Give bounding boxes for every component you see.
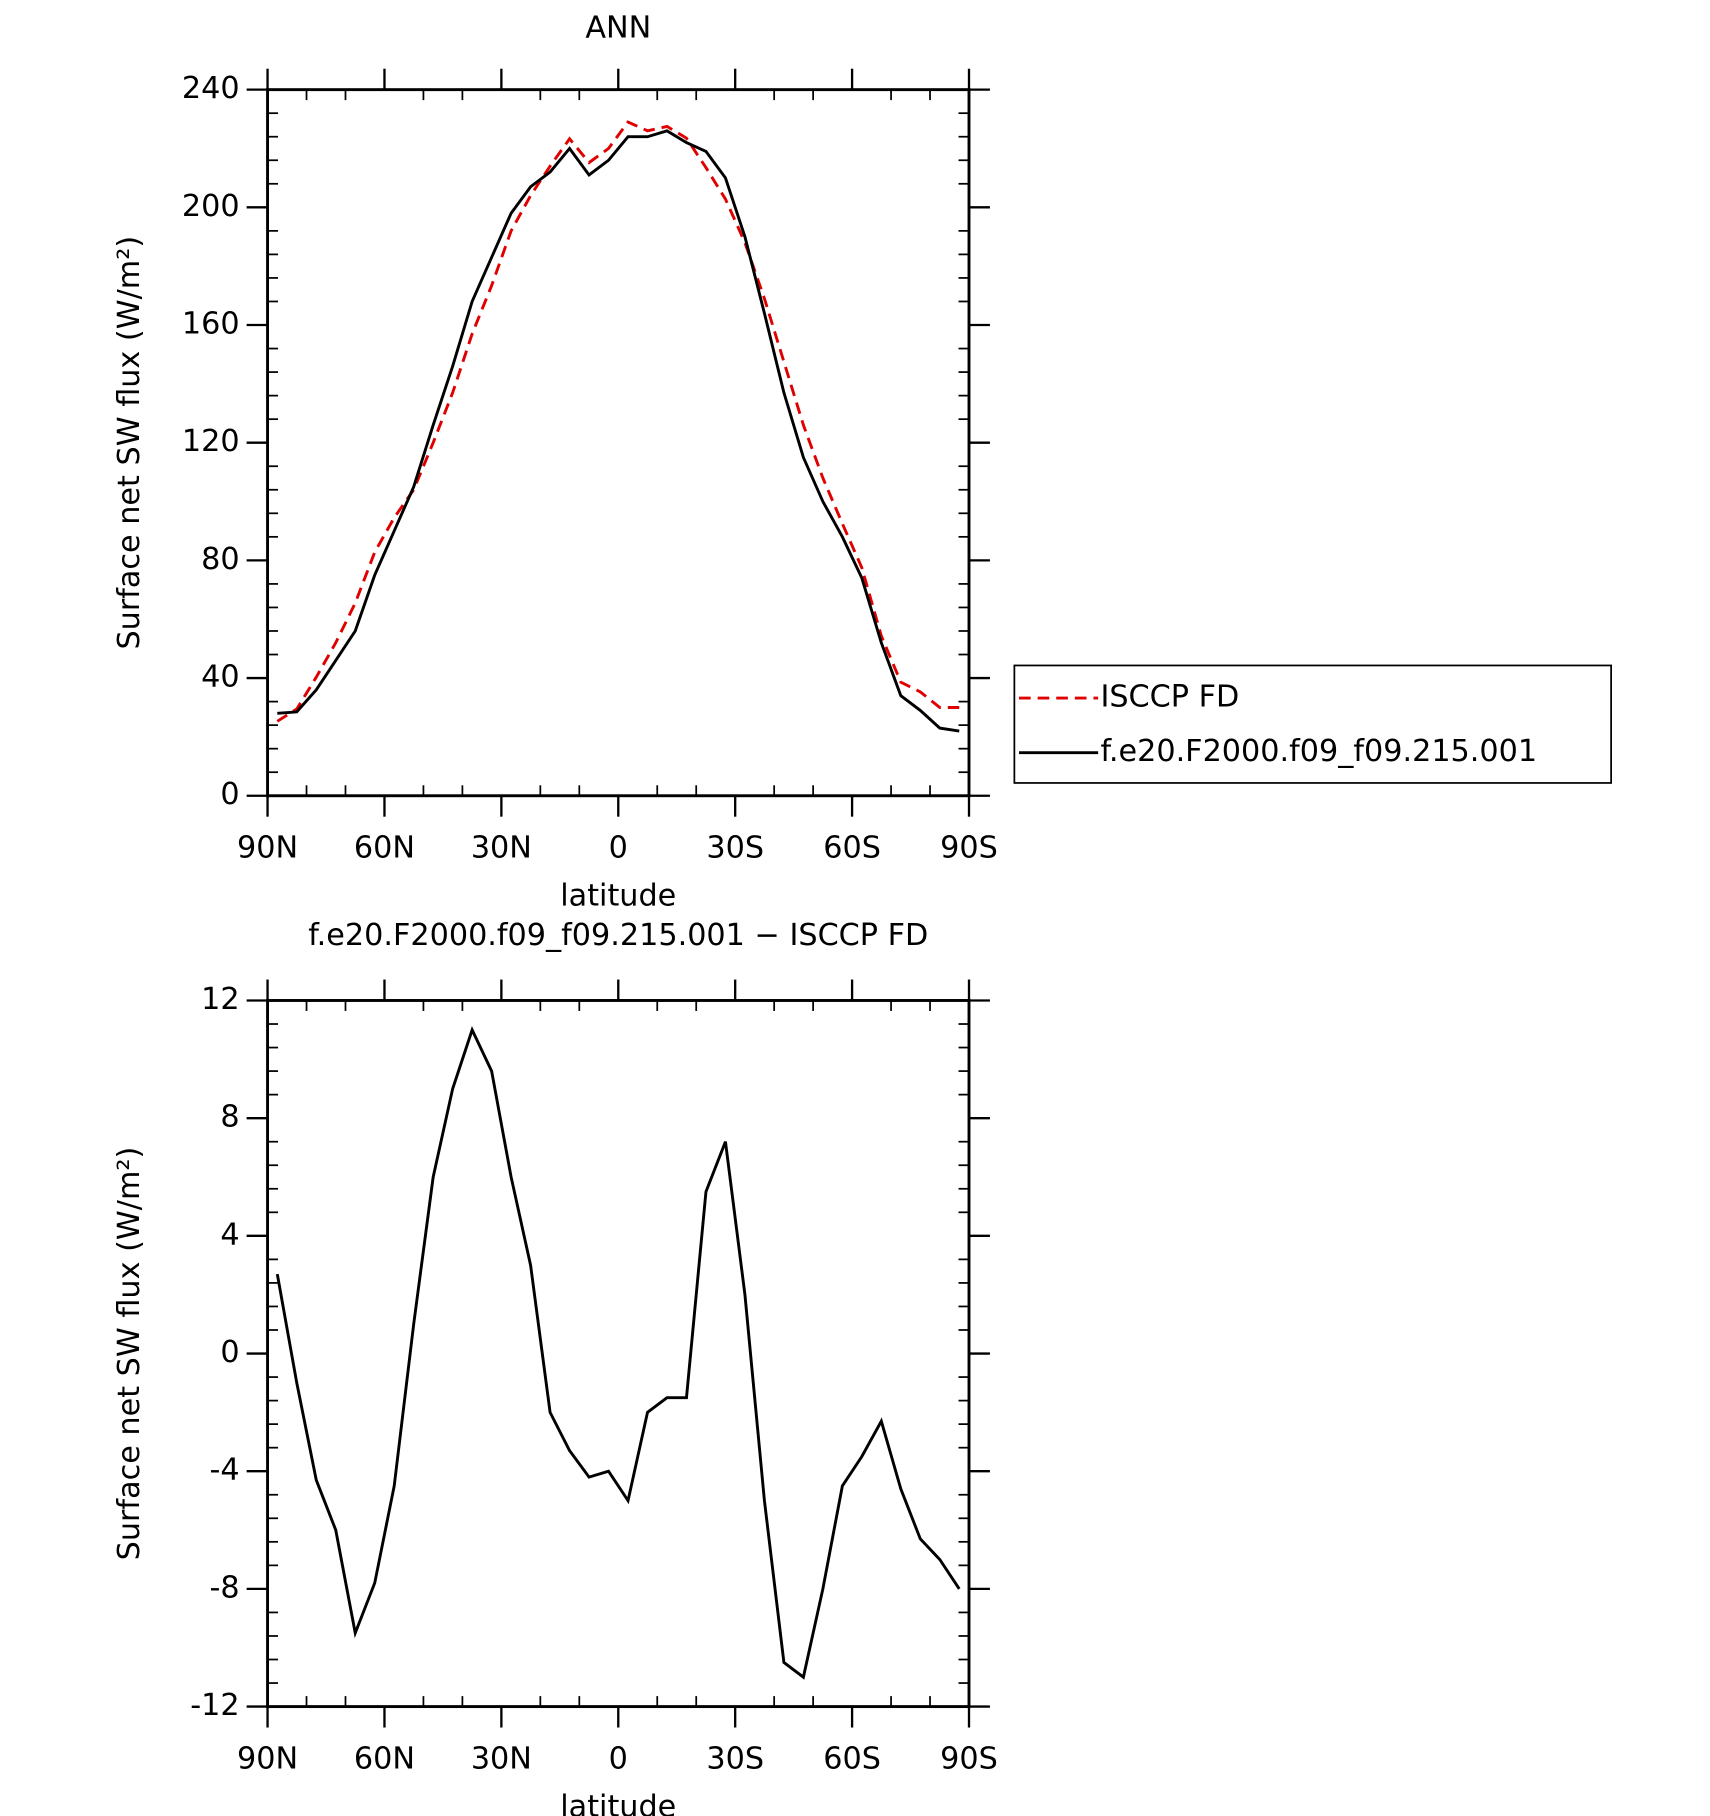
chart-title: f.e20.F2000.f09_f09.215.001 − ISCCP FD bbox=[308, 918, 928, 953]
y-tick-label: 160 bbox=[182, 307, 240, 342]
y-tick-label: 0 bbox=[220, 1335, 239, 1370]
x-tick-label: 90N bbox=[237, 1742, 298, 1777]
legend: ISCCP FD f.e20.F2000.f09_f09.215.001 bbox=[1013, 664, 1612, 784]
x-axis-label: latitude bbox=[560, 1789, 676, 1816]
y-tick-label: 120 bbox=[182, 424, 240, 459]
legend-label: f.e20.F2000.f09_f09.215.001 bbox=[1100, 734, 1537, 769]
legend-label: ISCCP FD bbox=[1100, 680, 1239, 715]
x-tick-label: 30S bbox=[706, 831, 764, 866]
y-tick-label: -8 bbox=[209, 1570, 239, 1605]
y-tick-label: 80 bbox=[201, 542, 239, 577]
x-tick-label: 0 bbox=[609, 1742, 628, 1777]
y-tick-label: 8 bbox=[220, 1100, 239, 1135]
x-tick-label: 90N bbox=[237, 831, 298, 866]
y-tick-label: -4 bbox=[209, 1453, 239, 1488]
y-axis-label: Surface net SW flux (W/m²) bbox=[112, 1147, 147, 1561]
x-tick-label: 30S bbox=[706, 1742, 764, 1777]
legend-box bbox=[1013, 664, 1612, 784]
x-tick-label: 60N bbox=[354, 1742, 415, 1777]
data-line bbox=[275, 1025, 961, 1680]
x-tick-label: 60N bbox=[354, 831, 415, 866]
y-tick-label: 0 bbox=[220, 777, 239, 812]
y-tick-label: 200 bbox=[182, 189, 240, 224]
x-axis-label: latitude bbox=[560, 878, 676, 913]
y-tick-label: -12 bbox=[190, 1688, 239, 1723]
x-tick-label: 90S bbox=[940, 831, 998, 866]
plot-frame bbox=[266, 999, 971, 1709]
x-tick-label: 30N bbox=[471, 1742, 532, 1777]
x-tick-label: 0 bbox=[609, 831, 628, 866]
y-tick-label: 240 bbox=[182, 71, 240, 106]
plot-frame bbox=[266, 88, 971, 798]
data-line bbox=[277, 129, 960, 733]
x-tick-label: 30N bbox=[471, 831, 532, 866]
x-tick-label: 60S bbox=[823, 1742, 881, 1777]
y-tick-label: 4 bbox=[220, 1217, 239, 1252]
y-tick-label: 40 bbox=[201, 660, 239, 695]
chart-title: ANN bbox=[585, 11, 651, 46]
x-tick-label: 60S bbox=[823, 831, 881, 866]
y-axis-label: Surface net SW flux (W/m²) bbox=[112, 236, 147, 650]
y-tick-label: 12 bbox=[201, 982, 239, 1017]
x-tick-label: 90S bbox=[940, 1742, 998, 1777]
data-line bbox=[276, 120, 960, 723]
